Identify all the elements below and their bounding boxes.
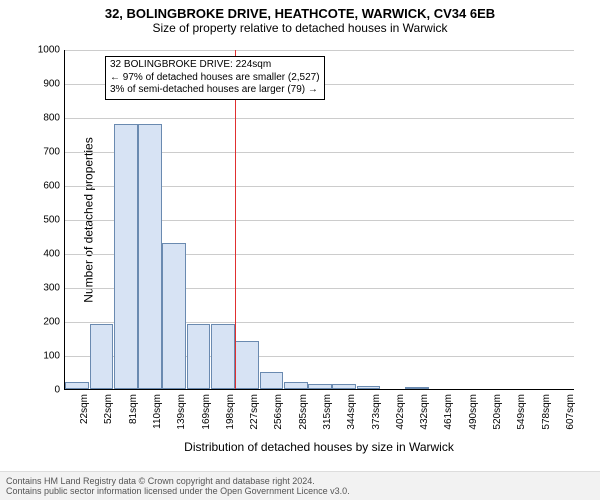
y-tick-label: 300 (30, 283, 60, 294)
x-tick-label: 81sqm (128, 394, 139, 424)
x-tick-label: 52sqm (103, 394, 114, 424)
y-tick-label: 400 (30, 249, 60, 260)
histogram-bar (90, 324, 114, 389)
x-tick-label: 578sqm (541, 394, 552, 430)
x-axis-label: Distribution of detached houses by size … (64, 440, 574, 454)
x-tick-label: 285sqm (298, 394, 309, 430)
x-tick-label: 432sqm (419, 394, 430, 430)
footer-line1: Contains HM Land Registry data © Crown c… (6, 476, 594, 486)
histogram-bar (357, 386, 381, 389)
x-tick-label: 549sqm (516, 394, 527, 430)
x-tick-label: 139sqm (176, 394, 187, 430)
histogram-bar (187, 324, 211, 389)
histogram-bar (114, 124, 138, 389)
x-tick-label: 256sqm (273, 394, 284, 430)
y-tick-label: 100 (30, 351, 60, 362)
histogram-bar (138, 124, 162, 389)
title-block: 32, BOLINGBROKE DRIVE, HEATHCOTE, WARWIC… (0, 0, 600, 35)
histogram-bar (308, 384, 332, 389)
x-tick-label: 315sqm (322, 394, 333, 430)
page-title-line2: Size of property relative to detached ho… (0, 21, 600, 35)
page-title-line1: 32, BOLINGBROKE DRIVE, HEATHCOTE, WARWIC… (0, 6, 600, 21)
x-tick-label: 22sqm (79, 394, 90, 424)
footer-attribution: Contains HM Land Registry data © Crown c… (0, 471, 600, 500)
histogram-bar (260, 372, 284, 389)
x-tick-label: 520sqm (492, 394, 503, 430)
x-tick-label: 227sqm (249, 394, 260, 430)
y-tick-label: 500 (30, 215, 60, 226)
y-tick-label: 200 (30, 317, 60, 328)
histogram-bar (405, 387, 429, 389)
footer-line2: Contains public sector information licen… (6, 486, 594, 496)
y-tick-label: 800 (30, 113, 60, 124)
callout-line1: 32 BOLINGBROKE DRIVE: 224sqm (110, 59, 320, 72)
y-tick-label: 1000 (30, 45, 60, 56)
histogram-bar (235, 341, 259, 389)
x-tick-label: 169sqm (201, 394, 212, 430)
x-tick-label: 110sqm (152, 394, 163, 429)
gridline (65, 118, 574, 119)
x-tick-label: 402sqm (395, 394, 406, 430)
y-tick-label: 600 (30, 181, 60, 192)
histogram-bar (162, 243, 186, 389)
y-tick-label: 0 (30, 385, 60, 396)
callout-line3: 3% of semi-detached houses are larger (7… (110, 84, 320, 97)
x-tick-label: 490sqm (468, 394, 479, 430)
y-tick-label: 900 (30, 79, 60, 90)
y-tick-label: 700 (30, 147, 60, 158)
histogram-plot: 32 BOLINGBROKE DRIVE: 224sqm← 97% of det… (64, 50, 574, 390)
x-tick-label: 607sqm (565, 394, 576, 430)
x-tick-label: 198sqm (225, 394, 236, 430)
x-tick-label: 373sqm (371, 394, 382, 430)
gridline (65, 50, 574, 51)
reference-line (235, 50, 236, 389)
histogram-bar (284, 382, 308, 389)
callout-line2: ← 97% of detached houses are smaller (2,… (110, 72, 320, 85)
y-axis-label-wrap: Number of detached properties (6, 50, 22, 390)
callout-box: 32 BOLINGBROKE DRIVE: 224sqm← 97% of det… (105, 56, 325, 100)
x-tick-label: 344sqm (346, 394, 357, 430)
histogram-bar (65, 382, 89, 389)
x-tick-label: 461sqm (443, 394, 454, 430)
histogram-bar (332, 384, 356, 389)
histogram-bar (211, 324, 235, 389)
